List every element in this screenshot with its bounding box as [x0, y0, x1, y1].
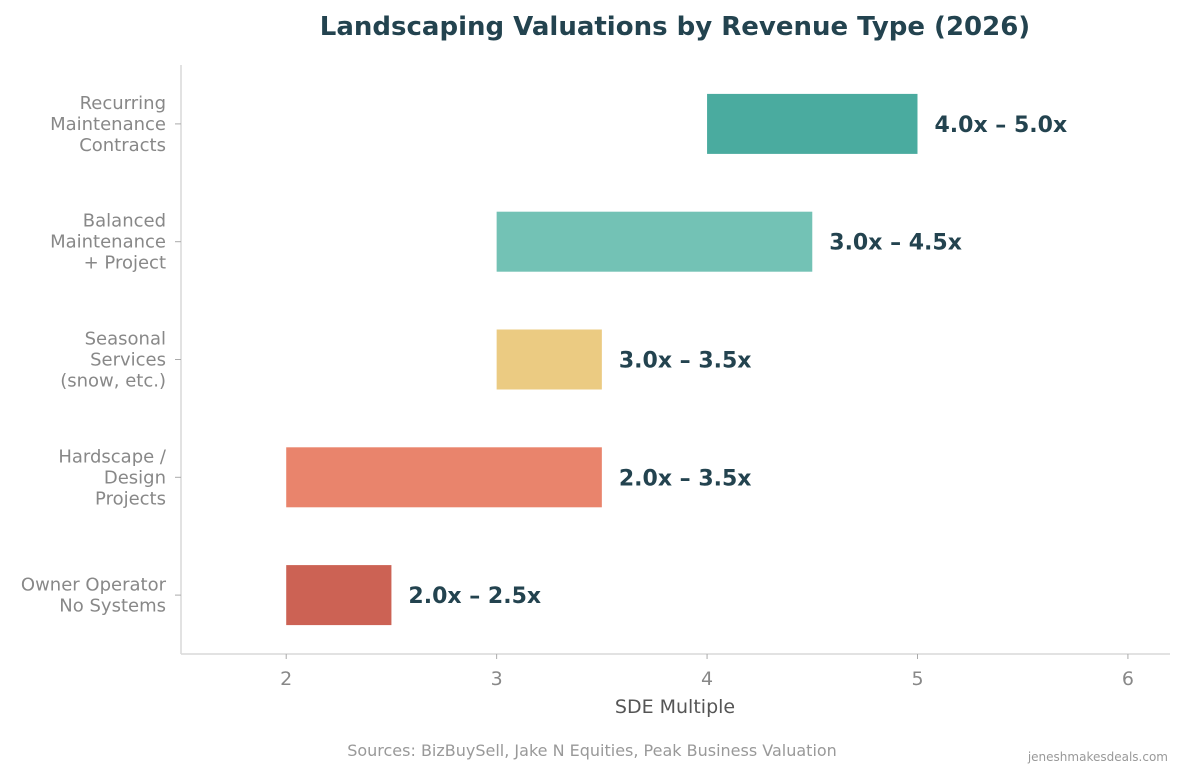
y-tick-label: Maintenance	[50, 114, 166, 135]
x-axis-label: SDE Multiple	[615, 696, 735, 718]
y-tick-label: (snow, etc.)	[60, 371, 166, 392]
y-tick-label: No Systems	[59, 596, 166, 617]
y-tick-label: Contracts	[79, 135, 166, 156]
range-bar	[707, 93, 918, 154]
y-tick-label: + Project	[84, 253, 166, 274]
x-tick-label: 6	[1122, 668, 1134, 690]
data-label: 3.0x – 3.5x	[619, 349, 752, 374]
x-tick-label: 3	[491, 668, 503, 690]
data-label: 2.0x – 2.5x	[408, 584, 541, 609]
y-tick-label: Services	[90, 350, 166, 371]
range-bar	[286, 447, 602, 508]
data-label: 3.0x – 4.5x	[829, 231, 962, 256]
y-tick-label: Seasonal	[85, 329, 166, 350]
range-bar	[496, 211, 813, 272]
y-tick-label: Projects	[95, 488, 166, 509]
x-tick-label: 5	[911, 668, 923, 690]
y-tick-label: Owner Operator	[21, 575, 167, 596]
watermark: jeneshmakesdeals.com	[1027, 750, 1168, 764]
data-label: 2.0x – 3.5x	[619, 466, 752, 491]
y-tick-label: Maintenance	[50, 232, 166, 253]
y-tick-label: Recurring	[80, 93, 166, 114]
range-bar	[286, 565, 392, 626]
y-tick-label: Design	[104, 467, 166, 488]
range-bar	[496, 329, 602, 390]
y-tick-label: Balanced	[83, 211, 166, 232]
y-tick-label: Hardscape /	[58, 446, 167, 467]
data-label: 4.0x – 5.0x	[934, 113, 1067, 138]
x-tick-label: 4	[701, 668, 713, 690]
x-tick-label: 2	[280, 668, 292, 690]
chart-title: Landscaping Valuations by Revenue Type (…	[320, 12, 1030, 42]
source-note: Sources: BizBuySell, Jake N Equities, Pe…	[347, 741, 837, 760]
